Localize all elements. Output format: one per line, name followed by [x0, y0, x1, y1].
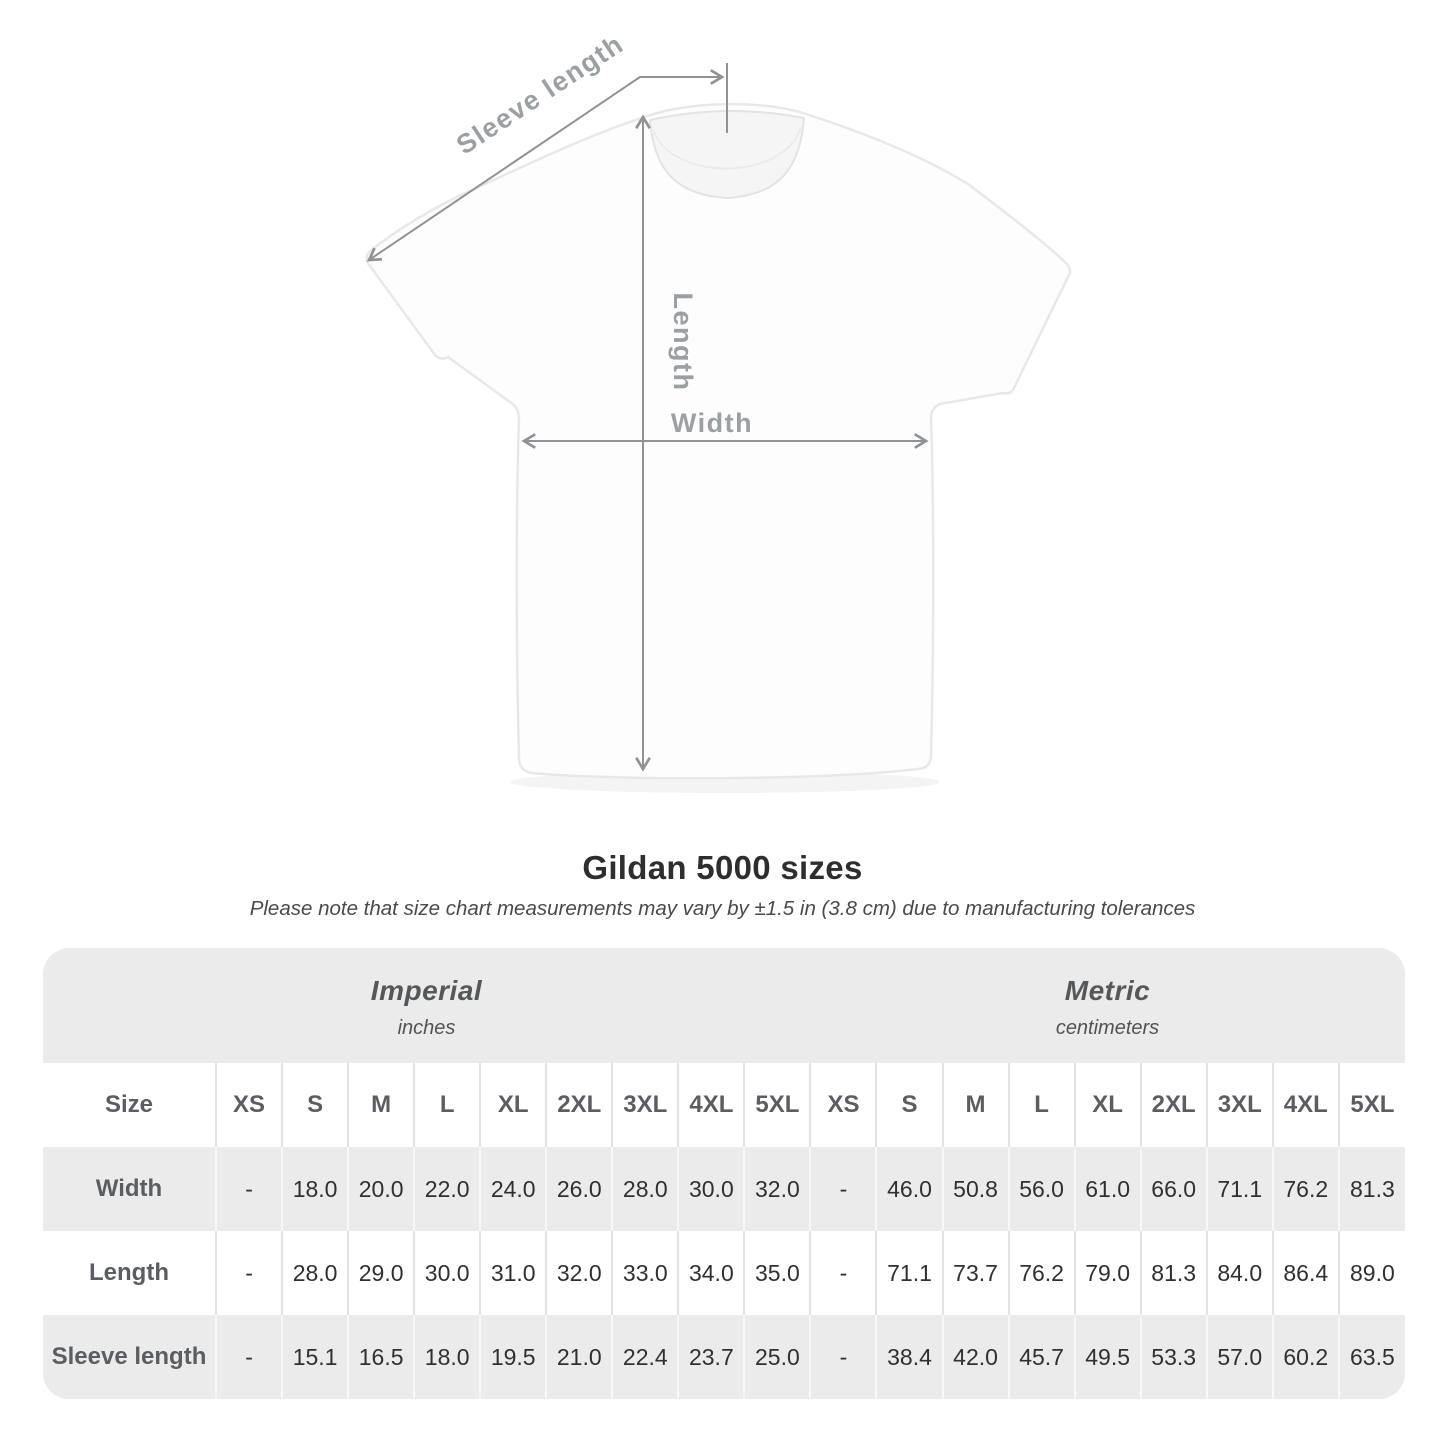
tshirt-illustration: Sleeve length Length Width [365, 29, 1072, 793]
column-header: 3XL [1205, 1063, 1273, 1147]
cell: 84.0 [1205, 1231, 1273, 1315]
column-header: 3XL [611, 1063, 679, 1147]
column-header: 2XL [545, 1063, 613, 1147]
cell: - [809, 1147, 877, 1231]
unit-header: Imperial inches Metric centimeters [43, 948, 1405, 1063]
column-header: XS [214, 1063, 283, 1147]
cell: 71.1 [1205, 1147, 1273, 1231]
column-header: L [413, 1063, 481, 1147]
cell: 50.8 [941, 1147, 1009, 1231]
cell: 30.0 [413, 1231, 481, 1315]
column-header: M [347, 1063, 415, 1147]
cell: 76.2 [1007, 1231, 1075, 1315]
cell: 15.1 [281, 1315, 349, 1399]
cell: 63.5 [1337, 1315, 1405, 1399]
cell: 19.5 [479, 1315, 547, 1399]
column-header: 4XL [1271, 1063, 1339, 1147]
cell: 22.0 [413, 1147, 481, 1231]
cell: - [809, 1231, 877, 1315]
cell: 71.1 [875, 1231, 943, 1315]
cell: 30.0 [677, 1147, 745, 1231]
column-header: S [281, 1063, 349, 1147]
unit-group-metric: Metric centimeters [810, 948, 1405, 1063]
cell: 73.7 [941, 1231, 1009, 1315]
cell: 46.0 [875, 1147, 943, 1231]
column-header: XS [809, 1063, 877, 1147]
cell: 33.0 [611, 1231, 679, 1315]
cell: 23.7 [677, 1315, 745, 1399]
cell: 53.3 [1139, 1315, 1207, 1399]
sleeve-length-arrow [366, 69, 725, 262]
column-header: M [941, 1063, 1009, 1147]
column-header: 2XL [1139, 1063, 1207, 1147]
cell: - [214, 1147, 283, 1231]
row-label: Sleeve length [51, 1343, 207, 1370]
tshirt-size-diagram: Sleeve length Length Width [365, 29, 1072, 793]
table-row-sleeve-length: Sleeve length - 15.1 16.5 18.0 19.5 21.0… [43, 1315, 1405, 1399]
cell: 66.0 [1139, 1147, 1207, 1231]
imperial-heading: Imperial [370, 975, 483, 1006]
cell: 81.3 [1337, 1147, 1405, 1231]
column-header: 5XL [743, 1063, 811, 1147]
cell: 32.0 [743, 1147, 811, 1231]
cell: 76.2 [1271, 1147, 1339, 1231]
cell: 86.4 [1271, 1231, 1339, 1315]
cell: 28.0 [281, 1231, 349, 1315]
size-header-cell: Size [104, 1091, 154, 1118]
cell: 56.0 [1007, 1147, 1075, 1231]
cell: 42.0 [941, 1315, 1009, 1399]
cell: 32.0 [545, 1231, 613, 1315]
cell: 38.4 [875, 1315, 943, 1399]
cell: 57.0 [1205, 1315, 1273, 1399]
cell: 31.0 [479, 1231, 547, 1315]
column-header: 5XL [1337, 1063, 1405, 1147]
column-header: 4XL [677, 1063, 745, 1147]
cell: 34.0 [677, 1231, 745, 1315]
cell: 29.0 [347, 1231, 415, 1315]
column-header: XL [1073, 1063, 1141, 1147]
cell: - [214, 1231, 283, 1315]
size-table-card: Imperial inches Metric centimeters Size … [43, 948, 1405, 1399]
table-row-width: Width - 18.0 20.0 22.0 24.0 26.0 28.0 30… [43, 1147, 1405, 1231]
column-header: S [875, 1063, 943, 1147]
cell: 49.5 [1073, 1315, 1141, 1399]
page-title: Gildan 5000 sizes [582, 849, 863, 886]
cell: 21.0 [545, 1315, 613, 1399]
size-table: Size XS S M L XL 2XL 3XL 4XL 5XL XS S M … [43, 1063, 1405, 1399]
cell: 79.0 [1073, 1231, 1141, 1315]
cell: 22.4 [611, 1315, 679, 1399]
row-label: Length [89, 1259, 169, 1286]
cell: 45.7 [1007, 1315, 1075, 1399]
cell: 81.3 [1139, 1231, 1207, 1315]
cell: 24.0 [479, 1147, 547, 1231]
row-label: Width [95, 1175, 163, 1202]
tolerance-note: Please note that size chart measurements… [249, 897, 1196, 920]
cell: 89.0 [1337, 1231, 1405, 1315]
cell: 20.0 [347, 1147, 415, 1231]
column-header: L [1007, 1063, 1075, 1147]
cell: 60.2 [1271, 1315, 1339, 1399]
cell: - [809, 1315, 877, 1399]
cell: 28.0 [611, 1147, 679, 1231]
cell: 25.0 [743, 1315, 811, 1399]
size-header-row: Size XS S M L XL 2XL 3XL 4XL 5XL XS S M … [43, 1063, 1405, 1147]
length-label: Length [668, 293, 698, 392]
cell: 35.0 [743, 1231, 811, 1315]
imperial-unit: inches [397, 1017, 456, 1039]
cell: 18.0 [281, 1147, 349, 1231]
cell: 61.0 [1073, 1147, 1141, 1231]
metric-unit: centimeters [1055, 1017, 1160, 1039]
column-header: XL [479, 1063, 547, 1147]
width-label: Width [671, 408, 753, 438]
table-row-length: Length - 28.0 29.0 30.0 31.0 32.0 33.0 3… [43, 1231, 1405, 1315]
cell: - [214, 1315, 283, 1399]
unit-group-imperial: Imperial inches [43, 948, 810, 1063]
cell: 26.0 [545, 1147, 613, 1231]
metric-heading: Metric [1064, 975, 1151, 1006]
cell: 16.5 [347, 1315, 415, 1399]
cell: 18.0 [413, 1315, 481, 1399]
